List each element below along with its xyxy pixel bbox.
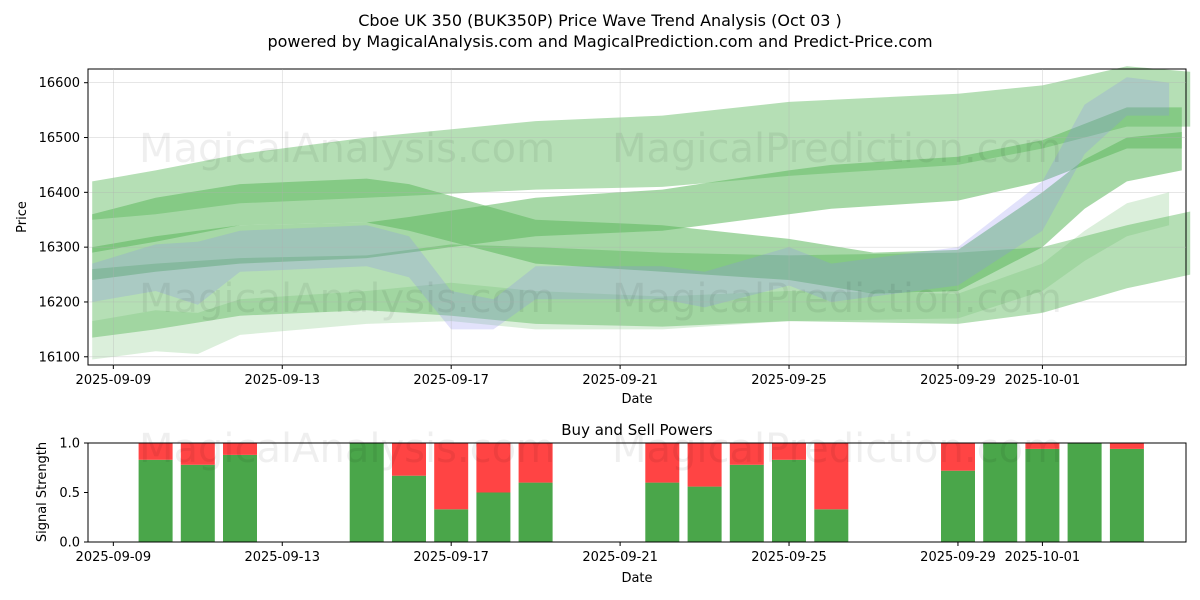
price-y-tick-label: 16200 xyxy=(39,295,80,310)
power-x-tick-label: 2025-09-21 xyxy=(582,550,658,565)
buy-bar xyxy=(729,464,764,542)
price-plot-frame xyxy=(87,68,1187,366)
price-chart: MagicalAnalysis.com MagicalPrediction.co… xyxy=(15,66,1191,407)
sell-bar xyxy=(138,443,173,460)
buy-bar xyxy=(983,443,1018,542)
power-y-tick-label: 0.5 xyxy=(59,486,80,501)
sell-bar xyxy=(223,443,257,455)
buy-bar xyxy=(772,459,806,542)
price-x-tick-label: 2025-09-29 xyxy=(920,373,996,388)
buy-bar xyxy=(180,464,215,542)
power-y-tick-label: 1.0 xyxy=(59,437,80,452)
sell-bar xyxy=(729,443,764,465)
price-y-tick-label: 16300 xyxy=(39,241,80,256)
buy-bar xyxy=(1067,443,1102,542)
buy-bar xyxy=(1109,448,1144,542)
sell-bar xyxy=(434,443,469,510)
sell-bar xyxy=(814,443,849,510)
price-y-label: Price xyxy=(15,201,30,233)
buy-bar xyxy=(476,492,511,542)
watermark-right-mid: MagicalPrediction.com xyxy=(612,276,1062,322)
buy-bar xyxy=(941,470,975,542)
power-chart-title: Buy and Sell Powers xyxy=(561,421,713,439)
wave-band-3 xyxy=(92,107,1182,281)
sell-bar xyxy=(1109,443,1144,449)
buy-bar xyxy=(434,509,469,542)
buy-bar xyxy=(223,454,257,542)
sell-bar xyxy=(1025,443,1060,449)
watermark-left-top: MagicalAnalysis.com xyxy=(139,126,555,172)
power-x-tick-label: 2025-09-17 xyxy=(413,550,489,565)
wave-band-4 xyxy=(92,211,1191,338)
watermark-right-bottom: MagicalPrediction.com xyxy=(612,426,1062,472)
power-x-tick-label: 2025-09-09 xyxy=(76,550,152,565)
watermark-left-bottom: MagicalAnalysis.com xyxy=(139,426,555,472)
price-x-tick-label: 2025-09-13 xyxy=(244,373,320,388)
buy-sell-bars xyxy=(138,443,1144,542)
sell-bar xyxy=(687,443,722,487)
price-x-tick-label: 2025-09-25 xyxy=(751,373,827,388)
power-y-axis: 0.0 0.5 1.0 xyxy=(59,437,88,551)
buy-bar xyxy=(814,509,849,542)
buy-bar xyxy=(349,443,384,542)
price-y-tick-label: 16500 xyxy=(39,131,80,146)
wave-band-6 xyxy=(92,77,1170,330)
chart-title: Cboe UK 350 (BUK350P) Price Wave Trend A… xyxy=(358,11,842,30)
sell-bar xyxy=(772,443,806,460)
buy-bar xyxy=(392,475,426,542)
buy-bar xyxy=(518,482,553,542)
power-x-tick-label: 2025-09-29 xyxy=(920,550,996,565)
price-y-tick-label: 16100 xyxy=(39,350,80,365)
sell-bar xyxy=(476,443,511,493)
price-x-axis: 2025-09-09 2025-09-13 2025-09-17 2025-09-21… xyxy=(76,69,1081,388)
price-x-tick-label: 2025-09-17 xyxy=(413,373,489,388)
sell-bar xyxy=(180,443,215,465)
wave-band-2 xyxy=(92,132,1182,294)
buy-bar xyxy=(687,486,722,542)
wave-band-5 xyxy=(92,192,1170,360)
chart-subtitle: powered by MagicalAnalysis.com and Magic… xyxy=(267,32,932,51)
price-y-axis: 16100 16200 16300 16400 16500 16600 xyxy=(39,76,1186,365)
watermark-right-top: MagicalPrediction.com xyxy=(612,126,1062,172)
sell-bar xyxy=(645,443,680,483)
power-x-label: Date xyxy=(621,571,652,586)
buy-bar xyxy=(1025,448,1060,542)
sell-bar xyxy=(941,443,975,471)
price-x-label: Date xyxy=(621,392,652,407)
price-y-tick-label: 16400 xyxy=(39,186,80,201)
price-x-tick-label: 2025-09-21 xyxy=(582,373,658,388)
buy-bar xyxy=(645,482,680,542)
buy-bar xyxy=(138,459,173,542)
power-y-label: Signal Strength xyxy=(35,442,50,542)
sell-bar xyxy=(518,443,553,483)
sell-bar xyxy=(392,443,426,476)
price-x-tick-label: 2025-09-09 xyxy=(76,373,152,388)
price-y-tick-label: 16600 xyxy=(39,76,80,91)
power-x-tick-label: 2025-09-25 xyxy=(751,550,827,565)
power-y-tick-label: 0.0 xyxy=(59,536,80,551)
power-x-tick-label: 2025-10-01 xyxy=(1005,550,1081,565)
buy-sell-chart: Buy and Sell Powers MagicalAnalysis.com … xyxy=(35,421,1187,586)
price-x-tick-label: 2025-10-01 xyxy=(1005,373,1081,388)
watermark-left-mid: MagicalAnalysis.com xyxy=(139,276,555,322)
price-wave-bands xyxy=(92,66,1191,360)
power-x-axis: 2025-09-09 2025-09-13 2025-09-17 2025-09-21… xyxy=(76,542,1081,565)
power-x-tick-label: 2025-09-13 xyxy=(244,550,320,565)
